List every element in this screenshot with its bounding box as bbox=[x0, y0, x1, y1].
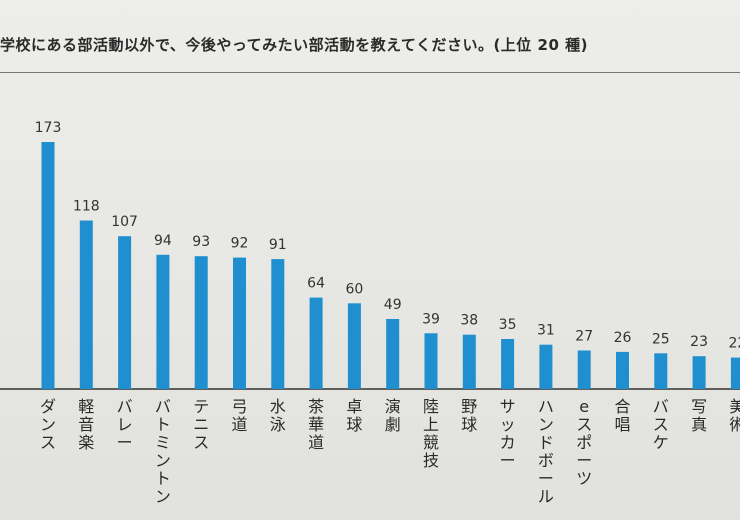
bar-2 bbox=[118, 236, 132, 389]
value-label-16: 25 bbox=[652, 331, 670, 347]
bar-8 bbox=[347, 303, 361, 389]
bar-1 bbox=[79, 220, 93, 389]
bar-12 bbox=[501, 339, 515, 389]
category-label-10: 陸上競技 bbox=[423, 397, 439, 470]
value-label-9: 49 bbox=[384, 297, 402, 313]
bar-16 bbox=[654, 353, 668, 389]
value-label-3: 94 bbox=[154, 233, 172, 249]
bar-0 bbox=[41, 142, 55, 389]
bar-9 bbox=[386, 319, 400, 389]
category-label-6: 水泳 bbox=[270, 397, 286, 434]
value-label-18: 22 bbox=[728, 336, 740, 352]
value-label-11: 38 bbox=[460, 313, 478, 329]
category-label-14: e スポーツ bbox=[576, 397, 592, 488]
value-label-2: 107 bbox=[111, 214, 138, 230]
value-label-10: 39 bbox=[422, 311, 440, 327]
bar-3 bbox=[156, 254, 170, 389]
category-label-18: 美術 bbox=[729, 397, 740, 434]
bar-4 bbox=[194, 256, 208, 389]
chart-title: 学校にある部活動以外で、今後やってみたい部活動を教えてください。(上位 20 種… bbox=[0, 36, 588, 54]
title-divider bbox=[0, 72, 740, 73]
category-label-5: 弓道 bbox=[231, 397, 247, 434]
category-label-16: バスケ bbox=[653, 397, 669, 452]
category-label-2: バレー bbox=[117, 397, 133, 452]
category-label-1: 軽音楽 bbox=[78, 397, 94, 452]
bar-7 bbox=[309, 297, 323, 389]
bar-11 bbox=[462, 334, 476, 389]
bar-14 bbox=[577, 350, 591, 389]
bar-15 bbox=[616, 351, 629, 389]
bar-13 bbox=[539, 344, 553, 389]
category-label-13: ハンドボール bbox=[538, 397, 554, 506]
value-label-1: 118 bbox=[73, 199, 100, 215]
category-label-17: 写真 bbox=[691, 397, 707, 434]
category-label-4: テニス bbox=[193, 397, 209, 452]
value-label-4: 93 bbox=[192, 234, 210, 250]
value-label-6: 91 bbox=[269, 237, 287, 253]
value-label-7: 64 bbox=[307, 276, 325, 292]
bar-17 bbox=[692, 356, 706, 389]
bar-5 bbox=[233, 257, 246, 389]
bar-6 bbox=[271, 259, 285, 389]
value-label-8: 60 bbox=[345, 281, 363, 297]
bars-group bbox=[41, 142, 740, 389]
category-label-3: バトミントン bbox=[155, 397, 171, 506]
category-label-0: ダンス bbox=[40, 397, 56, 452]
value-label-13: 31 bbox=[537, 323, 555, 339]
bar-18 bbox=[730, 357, 740, 389]
category-label-9: 演劇 bbox=[385, 397, 401, 434]
value-label-12: 35 bbox=[499, 317, 517, 333]
category-label-12: サッカー bbox=[500, 397, 516, 470]
bar-10 bbox=[424, 333, 438, 389]
value-label-0: 173 bbox=[35, 120, 62, 136]
category-label-8: 卓球 bbox=[346, 397, 362, 434]
value-label-15: 26 bbox=[614, 330, 632, 346]
value-label-17: 23 bbox=[690, 334, 708, 350]
category-label-11: 野球 bbox=[461, 397, 477, 434]
value-label-14: 27 bbox=[575, 329, 593, 345]
category-label-7: 茶華道 bbox=[308, 397, 324, 452]
value-label-5: 92 bbox=[231, 236, 249, 252]
value-labels-group: 173 118 107 94 93 92 91 64 60 49 39 38 35 31 27 26 25 23 2… bbox=[35, 120, 740, 352]
category-label-15: 合唱 bbox=[614, 397, 630, 434]
